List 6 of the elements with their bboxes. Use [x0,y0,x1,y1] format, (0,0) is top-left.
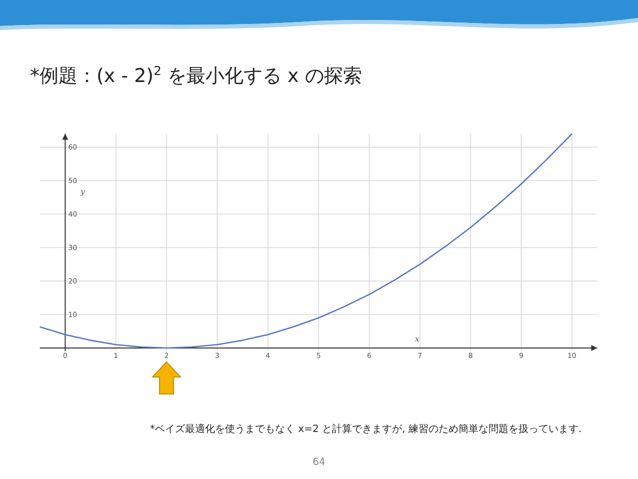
text: 64 [312,457,326,468]
line-series [39,133,573,349]
y-axis-title: y [79,187,86,196]
text: *ベイズ最適化を使うまでもなく x=2 と計算できますが, 練習のため簡単な問題を扱っています. [150,423,582,435]
x-axis-title: x [414,334,420,344]
chart-title: *例題：(x - 2)$^{2}$ を最小化する x の探索 [30,64,362,87]
